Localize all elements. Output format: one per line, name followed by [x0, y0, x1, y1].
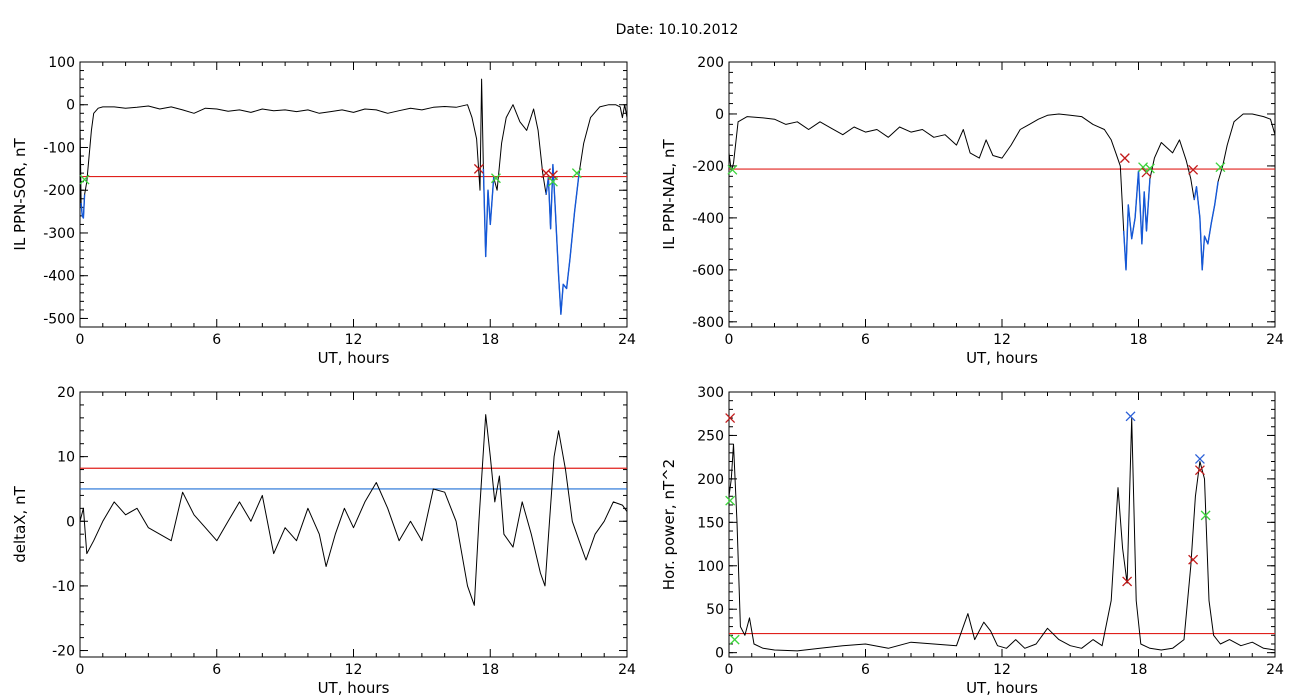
plot-frame — [79, 61, 628, 328]
series-line — [80, 194, 86, 219]
x-tick-label: 18 — [481, 662, 499, 678]
y-tick-label: -800 — [692, 315, 724, 331]
y-tick-label: -400 — [692, 211, 724, 227]
y-axis-label: deltaX, nT — [11, 485, 29, 562]
y-tick-label: -500 — [43, 311, 75, 327]
y-tick-label: 0 — [66, 98, 75, 114]
y-tick-label: 100 — [697, 559, 724, 575]
cross-marker — [79, 174, 90, 185]
x-tick-label: 18 — [481, 332, 499, 348]
cross-marker — [490, 173, 501, 184]
y-tick-label: 250 — [697, 428, 724, 444]
x-tick-label: 6 — [861, 332, 870, 348]
x-tick-label: 18 — [1130, 662, 1148, 678]
y-tick-label: 0 — [715, 107, 724, 123]
x-tick-label: 12 — [345, 662, 363, 678]
series-line — [545, 163, 580, 315]
series-line — [729, 113, 1275, 271]
series-line — [482, 168, 495, 258]
panel-power: 0 6 12 18 24 300 250 200 150 100 50 0 UT, hours Hor. … — [660, 385, 1284, 697]
cross-marker — [1188, 164, 1199, 175]
cross-marker — [541, 168, 552, 179]
cross-marker — [547, 176, 558, 187]
x-tick-label: 0 — [76, 332, 85, 348]
cross-marker — [1122, 576, 1133, 587]
plot-frame — [79, 391, 628, 658]
y-tick-label: 20 — [57, 385, 75, 401]
x-tick-label: 0 — [725, 662, 734, 678]
x-tick-label: 24 — [1266, 662, 1284, 678]
x-axis-label: UT, hours — [318, 349, 390, 367]
x-tick-label: 0 — [76, 662, 85, 678]
cross-marker — [473, 163, 484, 174]
y-axis-label: IL PPN-NAL, nT — [660, 139, 678, 250]
cross-marker — [1215, 162, 1226, 173]
x-tick-label: 12 — [993, 332, 1011, 348]
panel-deltax: 0 6 12 18 24 20 10 0 -10 -20 UT, hours deltaX, nT — [11, 385, 636, 697]
cross-marker — [725, 495, 736, 506]
y-tick-label: -400 — [43, 269, 75, 285]
y-tick-label: -300 — [43, 226, 75, 242]
x-tick-label: 24 — [1266, 332, 1284, 348]
date-title: Date: 10.10.2012 — [616, 22, 739, 38]
y-tick-label: -200 — [692, 159, 724, 175]
series-line — [729, 417, 1275, 652]
cross-marker — [725, 413, 736, 424]
cross-marker — [1125, 411, 1136, 422]
cross-marker — [571, 168, 582, 179]
x-axis-label: UT, hours — [318, 679, 390, 697]
series-line — [1193, 181, 1219, 271]
x-tick-label: 12 — [993, 662, 1011, 678]
y-tick-label: -100 — [43, 140, 75, 156]
cross-marker — [1188, 554, 1199, 565]
series-line — [1123, 170, 1151, 271]
x-tick-label: 24 — [618, 662, 636, 678]
series-line — [80, 414, 627, 606]
cross-marker — [1194, 453, 1205, 464]
x-tick-label: 24 — [618, 332, 636, 348]
y-axis-label: IL PPN-SOR, nT — [11, 138, 29, 251]
series-line — [80, 78, 627, 315]
cross-marker — [1194, 465, 1205, 476]
y-tick-label: 0 — [66, 514, 75, 530]
x-tick-label: 12 — [345, 332, 363, 348]
y-tick-label: 100 — [48, 55, 75, 71]
x-axis-label: UT, hours — [966, 349, 1038, 367]
x-tick-label: 6 — [212, 332, 221, 348]
y-tick-label: 0 — [715, 646, 724, 662]
cross-marker — [1200, 510, 1211, 521]
panel-sor: 0 6 12 18 24 100 0 -100 -200 -300 -400 -500 UT, hour… — [11, 55, 636, 367]
panel-nal: 0 6 12 18 24 200 0 -200 -400 -600 -800 UT, hours IL … — [660, 55, 1284, 367]
y-tick-label: -200 — [43, 183, 75, 199]
x-tick-label: 18 — [1130, 332, 1148, 348]
y-tick-label: 300 — [697, 385, 724, 401]
x-tick-label: 6 — [212, 662, 221, 678]
cross-marker — [729, 634, 740, 645]
x-tick-label: 6 — [861, 662, 870, 678]
y-tick-label: 150 — [697, 515, 724, 531]
y-tick-label: 200 — [697, 472, 724, 488]
y-axis-label: Hor. power, nT^2 — [660, 459, 678, 590]
x-tick-label: 0 — [725, 332, 734, 348]
y-tick-label: 200 — [697, 55, 724, 71]
y-tick-label: -10 — [52, 579, 75, 595]
y-tick-label: 10 — [57, 450, 75, 466]
y-tick-label: -20 — [52, 644, 75, 660]
cross-marker — [727, 164, 738, 175]
x-axis-label: UT, hours — [966, 679, 1038, 697]
cross-marker — [1119, 153, 1130, 164]
y-tick-label: 50 — [706, 602, 724, 618]
y-tick-label: -600 — [692, 263, 724, 279]
cross-marker — [1144, 163, 1155, 174]
